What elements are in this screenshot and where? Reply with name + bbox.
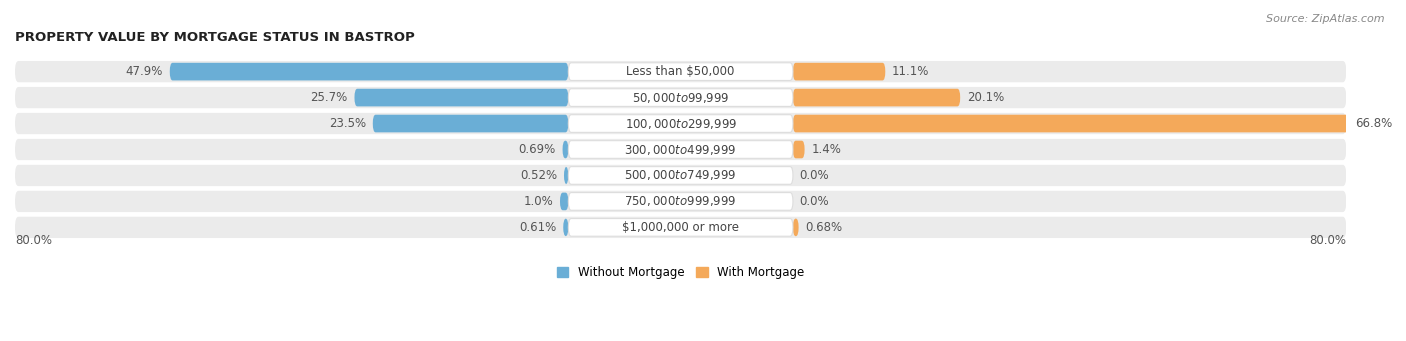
Text: 80.0%: 80.0%	[15, 234, 52, 247]
Text: 0.61%: 0.61%	[519, 221, 557, 234]
FancyBboxPatch shape	[568, 167, 793, 184]
FancyBboxPatch shape	[564, 219, 568, 236]
Text: $500,000 to $749,999: $500,000 to $749,999	[624, 168, 737, 182]
FancyBboxPatch shape	[793, 219, 799, 236]
Legend: Without Mortgage, With Mortgage: Without Mortgage, With Mortgage	[551, 261, 810, 284]
Text: 66.8%: 66.8%	[1355, 117, 1393, 130]
Text: 1.4%: 1.4%	[811, 143, 841, 156]
FancyBboxPatch shape	[568, 141, 793, 158]
Text: Less than $50,000: Less than $50,000	[627, 65, 735, 78]
FancyBboxPatch shape	[373, 115, 568, 132]
FancyBboxPatch shape	[170, 63, 568, 80]
FancyBboxPatch shape	[568, 115, 793, 132]
FancyBboxPatch shape	[568, 219, 793, 236]
Text: 0.0%: 0.0%	[800, 169, 830, 182]
Text: $300,000 to $499,999: $300,000 to $499,999	[624, 143, 737, 157]
FancyBboxPatch shape	[560, 193, 568, 210]
FancyBboxPatch shape	[15, 165, 1347, 186]
Text: 0.69%: 0.69%	[519, 143, 555, 156]
Text: 0.0%: 0.0%	[800, 195, 830, 208]
Text: 25.7%: 25.7%	[311, 91, 347, 104]
FancyBboxPatch shape	[15, 191, 1347, 212]
FancyBboxPatch shape	[15, 139, 1347, 160]
Text: 11.1%: 11.1%	[891, 65, 929, 78]
FancyBboxPatch shape	[793, 141, 804, 158]
FancyBboxPatch shape	[793, 115, 1348, 132]
Text: 23.5%: 23.5%	[329, 117, 366, 130]
FancyBboxPatch shape	[15, 61, 1347, 82]
FancyBboxPatch shape	[568, 63, 793, 80]
FancyBboxPatch shape	[15, 87, 1347, 108]
FancyBboxPatch shape	[354, 89, 568, 106]
FancyBboxPatch shape	[793, 89, 960, 106]
FancyBboxPatch shape	[15, 217, 1347, 238]
Text: $100,000 to $299,999: $100,000 to $299,999	[624, 117, 737, 131]
FancyBboxPatch shape	[568, 193, 793, 210]
Text: $750,000 to $999,999: $750,000 to $999,999	[624, 194, 737, 208]
Text: $1,000,000 or more: $1,000,000 or more	[621, 221, 740, 234]
Text: 80.0%: 80.0%	[1309, 234, 1347, 247]
Text: 1.0%: 1.0%	[523, 195, 554, 208]
Text: Source: ZipAtlas.com: Source: ZipAtlas.com	[1267, 14, 1385, 24]
Text: $50,000 to $99,999: $50,000 to $99,999	[631, 91, 730, 105]
FancyBboxPatch shape	[564, 167, 568, 184]
Text: 0.52%: 0.52%	[520, 169, 557, 182]
FancyBboxPatch shape	[793, 63, 886, 80]
Text: 20.1%: 20.1%	[967, 91, 1004, 104]
Text: 47.9%: 47.9%	[125, 65, 163, 78]
Text: PROPERTY VALUE BY MORTGAGE STATUS IN BASTROP: PROPERTY VALUE BY MORTGAGE STATUS IN BAS…	[15, 31, 415, 44]
Text: 0.68%: 0.68%	[806, 221, 842, 234]
FancyBboxPatch shape	[562, 141, 568, 158]
FancyBboxPatch shape	[568, 89, 793, 106]
FancyBboxPatch shape	[15, 113, 1347, 134]
